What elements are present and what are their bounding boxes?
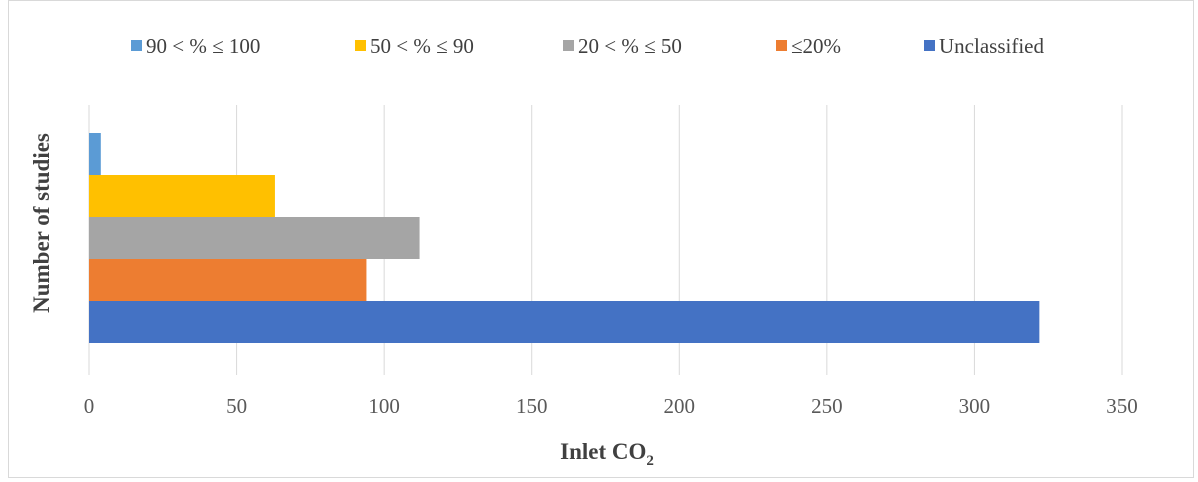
- legend-label-3: ≤20%: [791, 34, 841, 58]
- chart-frame: 90 < % ≤ 100 50 < % ≤ 90 20 < % ≤ 50 ≤20% Un…: [8, 0, 1194, 478]
- x-tick-label-3: 150: [516, 394, 548, 418]
- bar-chart: 90 < % ≤ 100 50 < % ≤ 90 20 < % ≤ 50 ≤20% Un…: [29, 34, 1138, 469]
- legend-label-0: 90 < % ≤ 100: [146, 34, 260, 58]
- x-tick-label-5: 250: [811, 394, 843, 418]
- bar-2: [89, 217, 420, 259]
- bar-0: [89, 133, 101, 175]
- legend-swatch-0: [131, 40, 142, 51]
- x-tick-label-1: 50: [226, 394, 247, 418]
- legend-label-2: 20 < % ≤ 50: [578, 34, 682, 58]
- x-tick-label-0: 0: [84, 394, 95, 418]
- legend-swatch-3: [776, 40, 787, 51]
- legend: 90 < % ≤ 100 50 < % ≤ 90 20 < % ≤ 50 ≤20% Un…: [131, 34, 1044, 58]
- legend-swatch-1: [355, 40, 366, 51]
- y-axis-title: Number of studies: [29, 133, 54, 313]
- bar-1: [89, 175, 275, 217]
- x-axis-title: Inlet CO2: [560, 439, 654, 469]
- bars: [89, 133, 1040, 343]
- x-axis-title-main: Inlet CO: [560, 439, 646, 464]
- x-tick-label-7: 350: [1106, 394, 1138, 418]
- legend-swatch-2: [563, 40, 574, 51]
- x-axis-ticks: 0 50 100 150 200 250 300 350: [84, 394, 1138, 418]
- bar-4: [89, 301, 1040, 343]
- legend-swatch-4: [924, 40, 935, 51]
- legend-label-1: 50 < % ≤ 90: [370, 34, 474, 58]
- x-tick-label-2: 100: [368, 394, 400, 418]
- legend-label-4: Unclassified: [939, 34, 1044, 58]
- x-tick-label-6: 300: [959, 394, 991, 418]
- x-tick-label-4: 200: [664, 394, 696, 418]
- x-axis-title-subscript: 2: [646, 453, 654, 469]
- bar-3: [89, 259, 367, 301]
